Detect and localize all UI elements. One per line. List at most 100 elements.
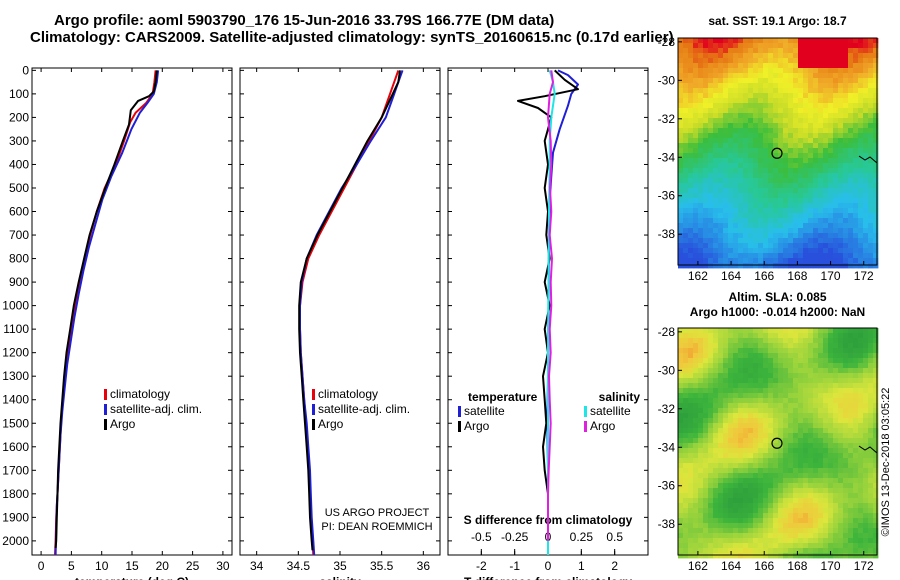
map-cell [718, 398, 724, 404]
map-cell [708, 103, 714, 109]
map-cell [783, 493, 789, 499]
map-cell [758, 143, 764, 149]
map-cell [718, 543, 724, 549]
map-cell [683, 543, 689, 549]
map-cell [823, 178, 829, 184]
map-cell [813, 253, 819, 259]
map-cell [683, 343, 689, 349]
map-cell [833, 498, 839, 504]
map-cell [683, 248, 689, 254]
map-cell [728, 63, 734, 69]
map-cell [738, 423, 744, 429]
map-cell [768, 493, 774, 499]
map-cell [678, 423, 684, 429]
map-cell [868, 438, 874, 444]
map-cell [718, 548, 724, 554]
map-cell [738, 448, 744, 454]
map-cell [718, 133, 724, 139]
map-cell [678, 53, 684, 59]
map-cell [788, 203, 794, 209]
map-cell [693, 528, 699, 534]
map-cell [813, 108, 819, 114]
map-cell [823, 88, 829, 94]
map-cell [813, 203, 819, 209]
map-cell [843, 553, 849, 559]
map-cell [853, 228, 859, 234]
map-cell [773, 48, 779, 54]
map-cell [728, 378, 734, 384]
map-cell [768, 453, 774, 459]
map-cell [798, 413, 804, 419]
map-cell [843, 453, 849, 459]
map-cell [823, 503, 829, 509]
x-tick-label: 36 [417, 559, 431, 573]
map-cell [738, 518, 744, 524]
map-cell [683, 333, 689, 339]
map-cell [833, 333, 839, 339]
map-cell [783, 533, 789, 539]
map-cell [863, 353, 869, 359]
map-cell [853, 238, 859, 244]
map-cell [783, 463, 789, 469]
map-cell [693, 38, 699, 44]
map-cell [743, 163, 749, 169]
map-cell [753, 408, 759, 414]
map-cell [778, 53, 784, 59]
map-cell [868, 498, 874, 504]
map-cell [853, 98, 859, 104]
map-cell [753, 493, 759, 499]
map-cell [813, 363, 819, 369]
map-cell [698, 398, 704, 404]
map-cell [748, 78, 754, 84]
map-cell [733, 473, 739, 479]
map-cell [718, 458, 724, 464]
map-cell [763, 338, 769, 344]
map-cell [698, 78, 704, 84]
map-cell [823, 228, 829, 234]
map-cell [868, 63, 874, 69]
map-cell [873, 483, 879, 489]
map-cell [813, 408, 819, 414]
map-cell [753, 353, 759, 359]
map-cell [758, 208, 764, 214]
map-cell [723, 48, 729, 54]
x-tick-top-label: 0.25 [570, 530, 594, 544]
map-cell [818, 238, 824, 244]
map-cell [708, 393, 714, 399]
map-cell [828, 478, 834, 484]
map-cell [818, 393, 824, 399]
map-cell [873, 48, 879, 54]
map-cell [773, 513, 779, 519]
map-cell [828, 358, 834, 364]
map-cell [848, 343, 854, 349]
map-cell [688, 98, 694, 104]
map-cell [733, 103, 739, 109]
map-cell [768, 238, 774, 244]
map-cell [813, 218, 819, 224]
map-cell [698, 138, 704, 144]
map-cell [788, 493, 794, 499]
map-cell [698, 493, 704, 499]
map-cell [713, 138, 719, 144]
map-cell [783, 243, 789, 249]
map-frame [677, 37, 878, 266]
map-cell [828, 68, 834, 74]
map-cell [858, 113, 864, 119]
map-cell [743, 363, 749, 369]
map-cell [678, 498, 684, 504]
map-cell [713, 378, 719, 384]
map-cell [778, 253, 784, 259]
map-cell [728, 453, 734, 459]
map-cell [793, 248, 799, 254]
map-cell [828, 533, 834, 539]
map-cell [718, 463, 724, 469]
map-x-tick-label: 168 [787, 269, 807, 283]
map-cell [743, 403, 749, 409]
map-cell [873, 193, 879, 199]
map-cell [778, 43, 784, 49]
map-cell [723, 343, 729, 349]
map-cell [873, 518, 879, 524]
map-cell [843, 148, 849, 154]
map-cell [773, 83, 779, 89]
map-cell [798, 538, 804, 544]
